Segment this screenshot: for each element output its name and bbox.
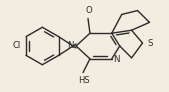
Text: HS: HS	[78, 76, 90, 85]
Text: O: O	[86, 6, 92, 15]
Text: S: S	[148, 39, 153, 48]
Text: N: N	[113, 55, 119, 64]
Text: N: N	[68, 41, 74, 51]
Text: Cl: Cl	[12, 41, 20, 51]
